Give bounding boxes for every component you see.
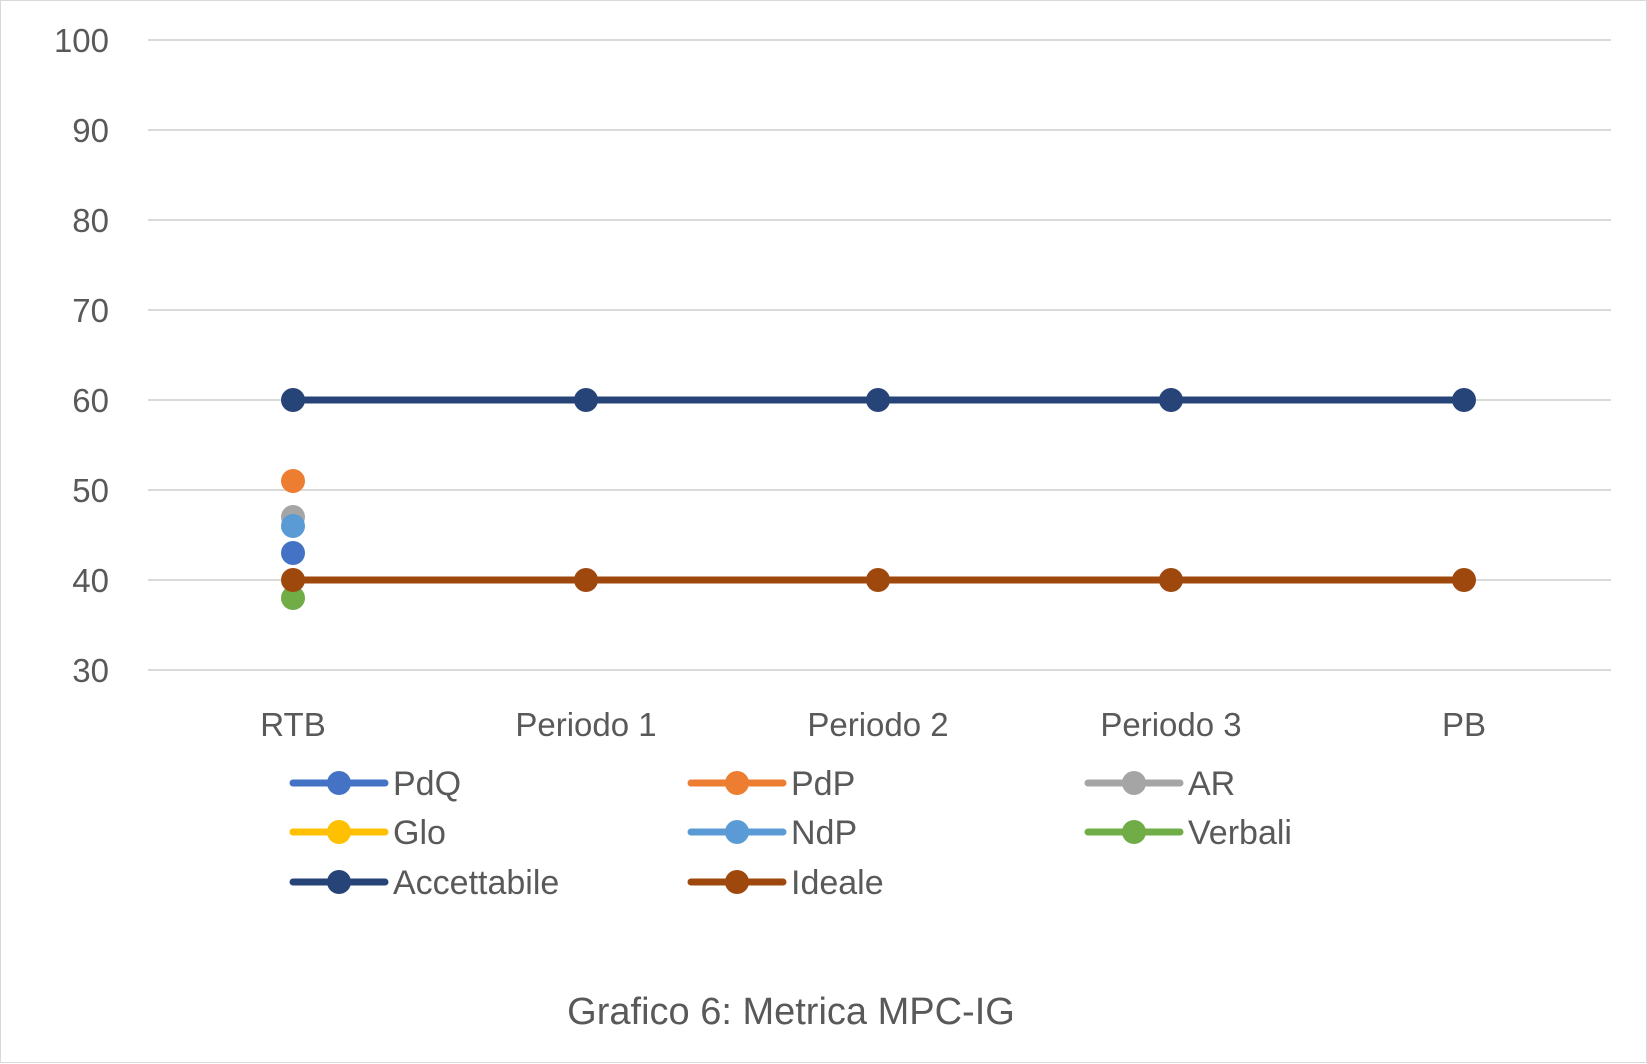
x-axis: RTB Periodo 1 Periodo 2 Periodo 3 PB xyxy=(260,706,1486,743)
legend-swatch-marker xyxy=(725,771,749,795)
legend-entry-accettabile: Accettabile xyxy=(289,864,559,902)
y-tick-label: 40 xyxy=(72,562,109,599)
legend-swatch-marker xyxy=(327,820,351,844)
legend-swatch-marker xyxy=(725,870,749,894)
series-verbali xyxy=(281,586,305,610)
legend-label: AR xyxy=(1188,765,1235,803)
legend-label: Ideale xyxy=(791,864,884,902)
chart-caption: Grafico 6: Metrica MPC-IG xyxy=(567,991,1015,1033)
legend-label: Accettabile xyxy=(393,864,559,902)
legend-label: PdQ xyxy=(393,765,461,803)
legend-entry-pdp: PdP xyxy=(687,765,855,803)
legend-swatch-marker xyxy=(327,870,351,894)
x-tick-label: RTB xyxy=(260,706,325,743)
legend-entry-glo: Glo xyxy=(289,814,446,852)
data-point xyxy=(1159,388,1183,412)
legend-label: Glo xyxy=(393,814,446,852)
data-point xyxy=(1452,388,1476,412)
data-point xyxy=(281,388,305,412)
y-tick-label: 30 xyxy=(72,652,109,689)
series-pdq xyxy=(281,541,305,565)
data-point xyxy=(281,586,305,610)
y-tick-label: 100 xyxy=(54,22,109,59)
data-point xyxy=(1452,568,1476,592)
series-ideale xyxy=(281,568,1476,592)
y-tick-label: 50 xyxy=(72,472,109,509)
data-point xyxy=(281,514,305,538)
legend-entry-pdq: PdQ xyxy=(289,765,461,803)
legend-swatch-marker xyxy=(327,771,351,795)
y-axis: 100 90 80 70 60 50 40 30 xyxy=(54,22,109,689)
y-tick-label: 80 xyxy=(72,202,109,239)
x-tick-label: Periodo 3 xyxy=(1100,706,1241,743)
x-tick-label: PB xyxy=(1442,706,1486,743)
data-point xyxy=(574,388,598,412)
data-point xyxy=(281,568,305,592)
legend-label: PdP xyxy=(791,765,855,803)
y-tick-label: 60 xyxy=(72,382,109,419)
y-tick-label: 90 xyxy=(72,112,109,149)
legend-label: NdP xyxy=(791,814,857,852)
y-tick-label: 70 xyxy=(72,292,109,329)
data-point xyxy=(574,568,598,592)
legend-entry-ideale: Ideale xyxy=(687,864,884,902)
legend-swatch-marker xyxy=(1122,820,1146,844)
x-tick-label: Periodo 2 xyxy=(807,706,948,743)
series-pdp xyxy=(281,469,305,493)
data-point xyxy=(281,469,305,493)
series-layer xyxy=(281,388,1476,610)
legend-entry-ar: AR xyxy=(1084,765,1235,803)
legend-swatch-marker xyxy=(1122,771,1146,795)
data-point xyxy=(866,388,890,412)
data-point xyxy=(866,568,890,592)
legend-swatch-marker xyxy=(725,820,749,844)
legend-entry-verbali: Verbali xyxy=(1084,814,1292,852)
x-tick-label: Periodo 1 xyxy=(515,706,656,743)
data-point xyxy=(1159,568,1183,592)
legend-entry-ndp: NdP xyxy=(687,814,857,852)
legend-label: Verbali xyxy=(1188,814,1292,852)
series-accettabile xyxy=(281,388,1476,412)
data-point xyxy=(281,541,305,565)
legend: PdQ PdP AR Glo NdP Verbali Accettabile Ideale xyxy=(289,765,1292,902)
series-ndp xyxy=(281,514,305,538)
